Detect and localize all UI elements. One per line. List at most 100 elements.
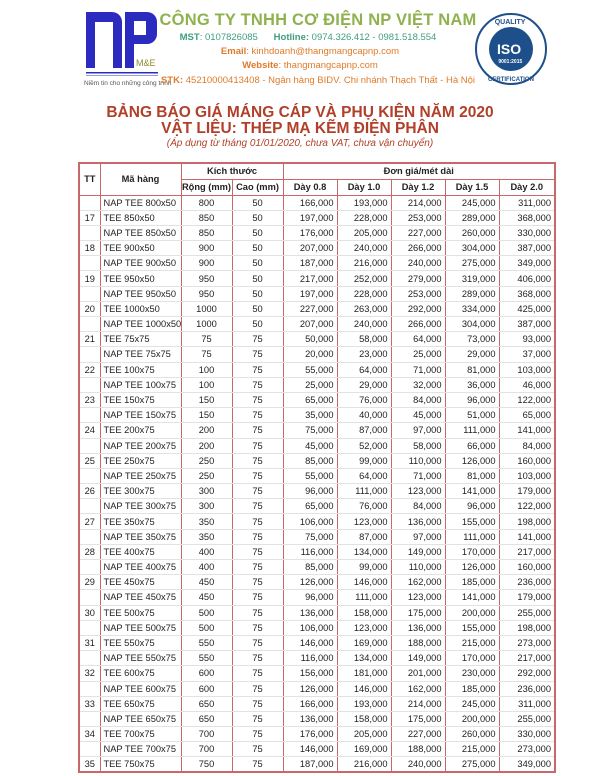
cell-code: NAP TEE 200x75 [99, 438, 182, 454]
cell-width: 650 [180, 696, 233, 712]
cell-height: 75 [231, 453, 284, 469]
cell-height: 75 [231, 650, 284, 667]
cell-d15: 304,000 [444, 240, 500, 257]
document-title: BẢNG BÁO GIÁ MÁNG CÁP VÀ PHỤ KIỆN NĂM 20… [106, 104, 494, 121]
cell-d10: 87,000 [336, 529, 392, 545]
cell-d12: 253,000 [390, 286, 446, 302]
cell-width: 300 [180, 483, 233, 500]
header-tt: TT [78, 162, 101, 196]
cell-d08: 55,000 [282, 468, 338, 485]
cell-d20: 103,000 [498, 362, 556, 378]
header-d20: Dày 2.0 [498, 178, 556, 196]
cell-d20: 93,000 [498, 331, 556, 348]
cell-d20: 349,000 [498, 756, 556, 773]
table-row: 21 TEE 75x75 75 75 50,000 58,000 64,000 73,000 9… [78, 331, 556, 348]
cell-code: TEE 750x75 [99, 756, 182, 773]
cell-tt [78, 286, 101, 302]
cell-tt [78, 529, 101, 545]
cell-width: 200 [180, 438, 233, 454]
cell-tt [78, 438, 101, 454]
cell-width: 350 [180, 513, 233, 530]
cell-d08: 146,000 [282, 635, 338, 652]
cell-d08: 85,000 [282, 453, 338, 469]
iso-badge-text: QUALITY ISO 9001:2015 CERTIFICATION [488, 19, 534, 83]
cell-tt: 21 [78, 331, 101, 348]
cell-code: NAP TEE 75x75 [99, 346, 182, 363]
cell-tt [78, 316, 101, 333]
cell-d12: 227,000 [390, 726, 446, 743]
cell-height: 75 [231, 741, 284, 758]
cell-tt [78, 468, 101, 485]
cell-d15: 29,000 [444, 346, 500, 363]
cell-tt [78, 255, 101, 272]
cell-tt [78, 650, 101, 667]
cell-d12: 253,000 [390, 210, 446, 226]
cell-height: 75 [231, 422, 284, 439]
cell-height: 75 [231, 620, 284, 636]
cell-d12: 149,000 [390, 544, 446, 561]
cell-d12: 71,000 [390, 362, 446, 378]
cell-d15: 185,000 [444, 681, 500, 697]
cell-width: 250 [180, 468, 233, 485]
table-row: 34 TEE 700x75 700 75 176,000 205,000 227,000 26… [78, 726, 556, 743]
cell-d08: 217,000 [282, 270, 338, 287]
cell-d15: 275,000 [444, 756, 500, 773]
table-row: NAP TEE 200x75 200 75 45,000 52,000 58,000 66,… [78, 438, 556, 454]
contact-email: Email: kinhdoanh@thangmangcapnp.com [10, 46, 600, 57]
table-row: 29 TEE 450x75 450 75 126,000 146,000 162,000 18… [78, 574, 556, 591]
cell-d10: 99,000 [336, 453, 392, 469]
cell-width: 75 [180, 346, 233, 363]
cell-d12: 136,000 [390, 620, 446, 636]
cell-d10: 169,000 [336, 635, 392, 652]
table-row: NAP TEE 250x75 250 75 55,000 64,000 71,000 81,… [78, 468, 556, 485]
header-d10: Dày 1.0 [336, 178, 392, 196]
cell-d20: 368,000 [498, 286, 556, 302]
cell-d12: 266,000 [390, 240, 446, 257]
cell-width: 250 [180, 453, 233, 469]
svg-text:M&E: M&E [136, 58, 156, 68]
cell-d10: 123,000 [336, 620, 392, 636]
cell-tt: 35 [78, 756, 101, 773]
cell-d15: 260,000 [444, 726, 500, 743]
cell-d08: 187,000 [282, 756, 338, 773]
cell-width: 450 [180, 589, 233, 606]
cell-d08: 136,000 [282, 711, 338, 728]
cell-d12: 97,000 [390, 529, 446, 545]
cell-d20: 292,000 [498, 665, 556, 682]
table-row: 26 TEE 300x75 300 75 96,000 111,000 123,000 141… [78, 483, 556, 500]
cell-d20: 387,000 [498, 240, 556, 257]
cell-d12: 25,000 [390, 346, 446, 363]
cell-d12: 84,000 [390, 392, 446, 409]
cell-d20: 46,000 [498, 377, 556, 393]
cell-d10: 99,000 [336, 559, 392, 576]
cell-d20: 217,000 [498, 650, 556, 667]
cell-code: TEE 250x75 [99, 453, 182, 469]
cell-height: 75 [231, 331, 284, 348]
cell-height: 50 [231, 301, 284, 318]
cell-tt: 32 [78, 665, 101, 682]
cell-height: 75 [231, 635, 284, 652]
cell-d08: 65,000 [282, 498, 338, 515]
cell-d20: 311,000 [498, 195, 556, 211]
cell-d08: 50,000 [282, 331, 338, 348]
cell-width: 1000 [180, 316, 233, 333]
cell-width: 500 [180, 605, 233, 621]
cell-height: 75 [231, 574, 284, 591]
cell-d20: 141,000 [498, 422, 556, 439]
cell-d15: 96,000 [444, 392, 500, 409]
cell-code: NAP TEE 900x50 [99, 255, 182, 272]
cell-d12: 175,000 [390, 711, 446, 728]
cell-d10: 146,000 [336, 681, 392, 697]
cell-d15: 141,000 [444, 589, 500, 606]
table-row: 35 TEE 750x75 750 75 187,000 216,000 240,000 27… [78, 756, 556, 773]
cell-d12: 162,000 [390, 681, 446, 697]
cell-d12: 123,000 [390, 483, 446, 500]
cell-d20: 160,000 [498, 559, 556, 576]
header-size: Kích thước [180, 162, 284, 180]
cell-d20: 330,000 [498, 726, 556, 743]
cell-height: 75 [231, 513, 284, 530]
cell-d20: 179,000 [498, 483, 556, 500]
cell-d12: 84,000 [390, 498, 446, 515]
cell-height: 50 [231, 225, 284, 242]
cell-d15: 73,000 [444, 331, 500, 348]
